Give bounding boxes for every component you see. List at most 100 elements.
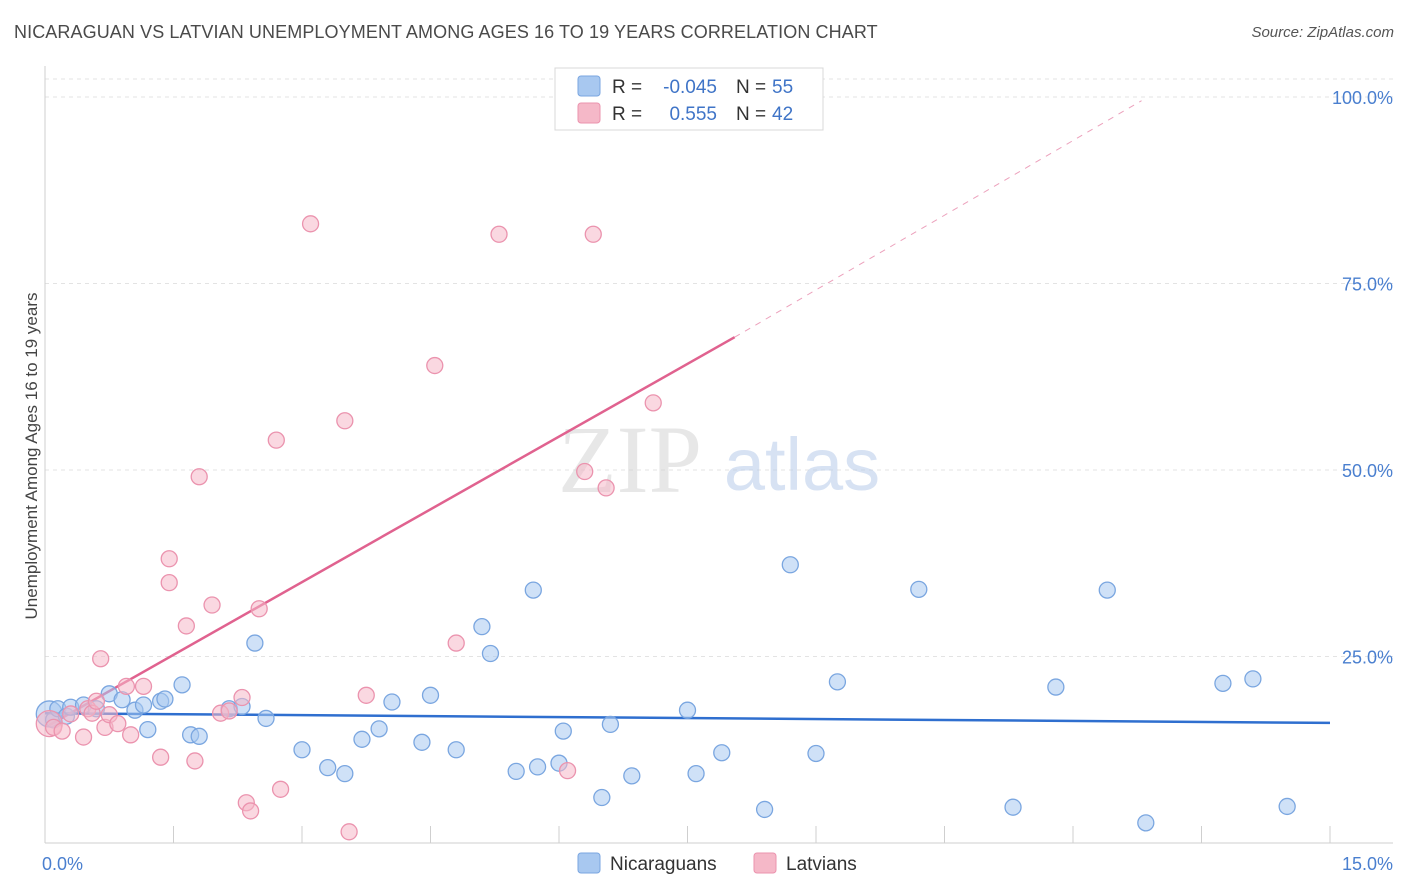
- latvian-point: [186, 752, 204, 770]
- legend-r-value-2: 0.555: [669, 104, 717, 125]
- latvian-point: [301, 215, 320, 233]
- nicaraguan-point: [1244, 670, 1262, 688]
- watermark-atlas: atlas: [724, 423, 880, 506]
- nicaraguan-point: [293, 741, 311, 759]
- chart-title: NICARAGUAN VS LATVIAN UNEMPLOYMENT AMONG…: [14, 22, 878, 42]
- latvian-point: [62, 705, 80, 723]
- axes: 25.0% 50.0% 75.0% 100.0% 0.0% 15.0%: [42, 66, 1393, 874]
- latvian-point: [597, 479, 615, 497]
- latvian-point: [160, 573, 178, 592]
- legend-r-label-2: R =: [612, 104, 642, 125]
- source-label: Source: ZipAtlas.com: [1251, 24, 1394, 41]
- latvian-point: [160, 550, 178, 568]
- legend-n-value-1: 55: [772, 77, 793, 98]
- y-axis-title: Unemployment Among Ages 16 to 19 years: [22, 293, 41, 620]
- nicaraguan-point: [353, 730, 371, 748]
- y-tick-label: 100.0%: [1332, 88, 1393, 108]
- latvian-point: [558, 761, 577, 780]
- latvian-point: [203, 596, 221, 614]
- latvian-point: [220, 702, 238, 720]
- latvian-point: [87, 692, 106, 710]
- legend-bottom-swatch-nicaraguans: [577, 852, 601, 874]
- legend-label-latvians: Latvians: [786, 854, 857, 875]
- nicaraguan-point: [447, 741, 465, 759]
- latvian-point: [74, 728, 93, 746]
- latvian-point: [109, 714, 127, 733]
- legend-n-label-2: N =: [736, 104, 766, 125]
- latvian-point: [122, 726, 140, 744]
- latvian-point: [177, 617, 196, 635]
- nicaraguan-point: [678, 701, 697, 719]
- latvian-point: [644, 394, 662, 412]
- series-legend: Nicaraguans Latvians: [577, 852, 857, 875]
- nicaraguan-point: [593, 788, 611, 807]
- latvian-point: [250, 600, 268, 618]
- nicaraguan-point: [828, 673, 847, 691]
- latvian-point: [576, 462, 594, 481]
- legend-bottom-swatch-latvians: [753, 852, 777, 874]
- nicaraguan-point: [421, 686, 440, 704]
- nicaraguan-point: [755, 800, 774, 819]
- data-points: [35, 215, 1296, 841]
- latvian-point: [267, 431, 285, 449]
- latvian-point: [340, 823, 358, 841]
- latvian-point: [336, 412, 354, 430]
- nicaraguan-point: [528, 758, 547, 776]
- nicaraguan-point: [134, 696, 153, 714]
- nicaraguan-point: [554, 722, 572, 740]
- nicaraguan-point: [687, 764, 705, 783]
- latvian-point: [584, 225, 602, 243]
- latvian-trend-line: [48, 336, 736, 727]
- latvian-point: [151, 748, 170, 766]
- legend-swatch-latvians: [577, 102, 601, 124]
- legend-label-nicaraguans: Nicaraguans: [610, 854, 717, 875]
- y-axis-title-group: Unemployment Among Ages 16 to 19 years: [22, 293, 41, 620]
- x-tick-label-start: 0.0%: [42, 854, 83, 874]
- nicaraguan-point: [257, 709, 275, 728]
- legend-n-value-2: 42: [772, 104, 793, 125]
- legend-r-value-1: -0.045: [663, 77, 717, 98]
- nicaraguan-point: [524, 581, 542, 599]
- nicaraguan-point: [473, 618, 491, 636]
- grid-lines: [45, 78, 1393, 657]
- nicaraguan-point: [1098, 581, 1116, 599]
- nicaraguan-point: [781, 556, 799, 574]
- latvian-point: [241, 802, 260, 820]
- nicaraguan-point: [601, 715, 620, 734]
- nicaraguan-point: [713, 744, 731, 762]
- latvian-point: [134, 677, 153, 695]
- latvian-point: [117, 677, 136, 695]
- nicaraguan-point: [507, 762, 525, 781]
- watermark-zip: ZIP: [558, 406, 702, 513]
- latvian-point: [426, 356, 444, 375]
- stats-legend: R = -0.045 N = 55 R = 0.555 N = 42: [554, 67, 824, 131]
- latvian-point: [271, 780, 290, 798]
- legend-swatch-nicaraguans: [577, 75, 601, 97]
- legend-n-label-1: N =: [736, 77, 766, 98]
- nicaraguan-point: [413, 733, 431, 751]
- nicaraguan-point: [156, 690, 174, 708]
- x-tick-label-end: 15.0%: [1342, 854, 1393, 874]
- nicaraguan-point: [1278, 797, 1296, 816]
- latvian-point: [92, 650, 110, 668]
- nicaraguan-point: [383, 693, 401, 711]
- y-tick-label: 75.0%: [1342, 275, 1393, 295]
- y-tick-label: 50.0%: [1342, 461, 1393, 481]
- legend-r-label-1: R =: [612, 77, 642, 98]
- latvian-point: [190, 468, 208, 486]
- latvian-trend-extension: [734, 100, 1142, 338]
- latvian-point: [357, 686, 375, 704]
- nicaraguan-point: [481, 644, 500, 663]
- nicaraguan-point: [139, 720, 157, 739]
- latvian-point: [53, 722, 71, 740]
- nicaraguan-point: [1047, 678, 1065, 696]
- nicaraguan-point: [807, 744, 825, 763]
- nicaraguan-point: [1137, 814, 1155, 832]
- nicaraguan-point: [1004, 798, 1022, 816]
- nicaraguan-point: [173, 676, 191, 694]
- nicaraguan-point: [190, 727, 208, 745]
- latvian-point: [447, 634, 465, 652]
- nicaraguan-point: [319, 759, 337, 777]
- latvian-point: [490, 225, 508, 243]
